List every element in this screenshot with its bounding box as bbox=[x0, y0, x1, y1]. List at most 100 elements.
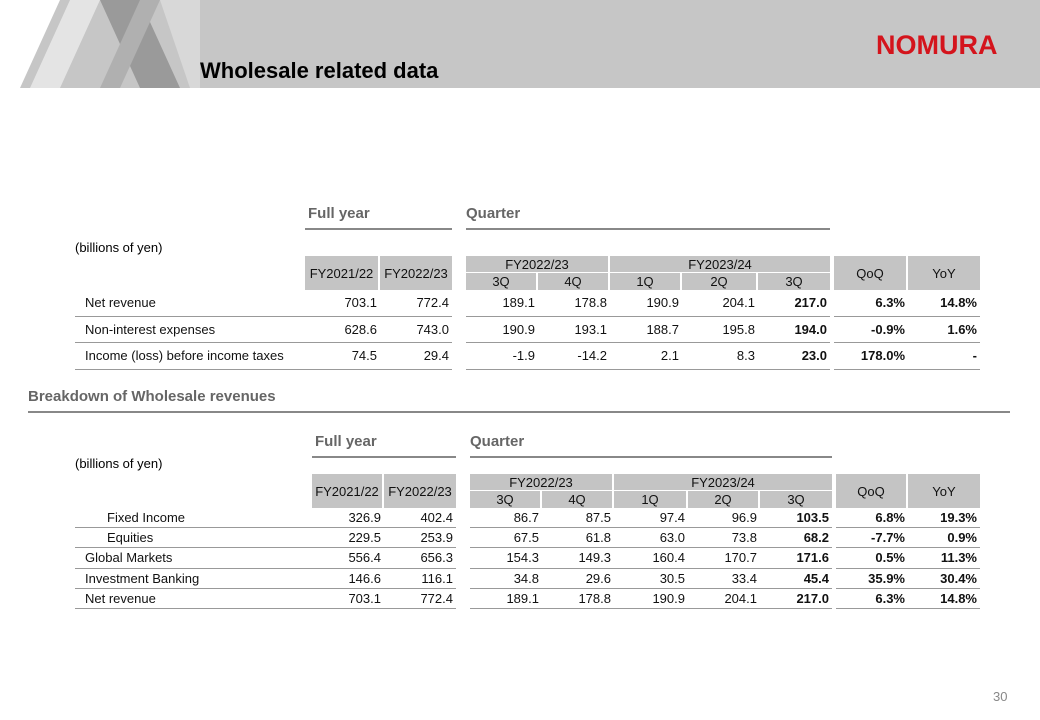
table-cell: 743.0 bbox=[380, 317, 452, 343]
table-cell: 33.4 bbox=[688, 569, 760, 589]
row-label: Net revenue bbox=[75, 589, 312, 609]
table-cell: 190.9 bbox=[614, 589, 688, 609]
table-cell: 628.6 bbox=[305, 317, 380, 343]
table-cell: 61.8 bbox=[542, 528, 614, 549]
row-label: Non-interest expenses bbox=[75, 317, 305, 343]
table-cell: -1.9 bbox=[466, 343, 538, 370]
group-header: FY2022/23 bbox=[470, 474, 612, 490]
section-title: Breakdown of Wholesale revenues bbox=[28, 388, 276, 405]
table-cell: 6.3% bbox=[836, 589, 908, 609]
table-cell: 0.5% bbox=[836, 548, 908, 569]
header-band bbox=[0, 0, 1040, 88]
table-cell: -7.7% bbox=[836, 528, 908, 549]
table-cell: 35.9% bbox=[836, 569, 908, 589]
table-cell: 178.8 bbox=[538, 290, 610, 317]
table-cell: 14.8% bbox=[908, 589, 980, 609]
table-cell: 556.4 bbox=[312, 548, 384, 569]
quarter-header: 3Q bbox=[466, 273, 536, 290]
quarter-header: 4Q bbox=[542, 491, 612, 508]
group-header: FY2023/24 bbox=[610, 256, 830, 272]
table-cell: 6.8% bbox=[836, 508, 908, 529]
heading-rule bbox=[305, 228, 452, 230]
header-cell: QoQ bbox=[836, 474, 906, 508]
row-label: Income (loss) before income taxes bbox=[75, 343, 305, 370]
table-cell: 204.1 bbox=[688, 589, 760, 609]
group-header: FY2023/24 bbox=[614, 474, 832, 490]
table-cell: 189.1 bbox=[466, 290, 538, 317]
table-cell: 171.6 bbox=[760, 548, 832, 569]
table-cell: 6.3% bbox=[834, 290, 908, 317]
title: Wholesale related data bbox=[200, 58, 439, 83]
table-cell: 1.6% bbox=[908, 317, 980, 343]
unit-label: (billions of yen) bbox=[75, 456, 163, 471]
group-header: FY2022/23 bbox=[466, 256, 608, 272]
table-cell: 703.1 bbox=[305, 290, 380, 317]
heading-rule bbox=[312, 456, 456, 458]
quarter-header: 2Q bbox=[682, 273, 756, 290]
table-cell: 68.2 bbox=[760, 528, 832, 549]
table-cell: 326.9 bbox=[312, 508, 384, 529]
page-number: 30 bbox=[993, 689, 1008, 704]
header-cell: YoY bbox=[908, 256, 980, 290]
table-cell: 160.4 bbox=[614, 548, 688, 569]
row-label: Net revenue bbox=[75, 290, 305, 317]
heading-rule bbox=[470, 456, 832, 458]
quarter-header: 1Q bbox=[610, 273, 680, 290]
table-cell: 23.0 bbox=[758, 343, 830, 370]
header-cell: FY2021/22 bbox=[305, 256, 378, 290]
table-cell: 253.9 bbox=[384, 528, 456, 549]
quarter-header: 1Q bbox=[614, 491, 686, 508]
quarter-label: Quarter bbox=[470, 433, 525, 450]
table-cell: 11.3% bbox=[908, 548, 980, 569]
full-year-label: Full year bbox=[308, 205, 370, 222]
table-cell: 34.8 bbox=[470, 569, 542, 589]
header-cell: FY2021/22 bbox=[312, 474, 382, 508]
table-cell: 103.5 bbox=[760, 508, 832, 529]
unit-label: (billions of yen) bbox=[75, 240, 163, 255]
quarter-header: 4Q bbox=[538, 273, 608, 290]
table-cell: 217.0 bbox=[758, 290, 830, 317]
quarter-header: 3Q bbox=[470, 491, 540, 508]
logo: NOMURA bbox=[876, 30, 998, 60]
table-cell: 190.9 bbox=[466, 317, 538, 343]
table-cell: 772.4 bbox=[384, 589, 456, 609]
table-cell: 0.9% bbox=[908, 528, 980, 549]
full-year-label: Full year bbox=[315, 433, 377, 450]
table-cell: 154.3 bbox=[470, 548, 542, 569]
table-cell: 116.1 bbox=[384, 569, 456, 589]
table-cell: 146.6 bbox=[312, 569, 384, 589]
header-cell: YoY bbox=[908, 474, 980, 508]
table-cell: 204.1 bbox=[682, 290, 758, 317]
table-cell: 86.7 bbox=[470, 508, 542, 529]
table-cell: 87.5 bbox=[542, 508, 614, 529]
table-cell: 193.1 bbox=[538, 317, 610, 343]
table-cell: 30.5 bbox=[614, 569, 688, 589]
header-cell: FY2022/23 bbox=[380, 256, 452, 290]
table-cell: 194.0 bbox=[758, 317, 830, 343]
table-cell: 178.8 bbox=[542, 589, 614, 609]
table-cell: 229.5 bbox=[312, 528, 384, 549]
table-cell: 74.5 bbox=[305, 343, 380, 370]
quarter-label: Quarter bbox=[466, 205, 521, 222]
table-cell: 29.4 bbox=[380, 343, 452, 370]
table-cell: 217.0 bbox=[760, 589, 832, 609]
table-cell: 19.3% bbox=[908, 508, 980, 529]
table-cell: 8.3 bbox=[682, 343, 758, 370]
table-cell: 73.8 bbox=[688, 528, 760, 549]
table-cell: 656.3 bbox=[384, 548, 456, 569]
row-label: Investment Banking bbox=[75, 569, 312, 589]
row-label: Global Markets bbox=[75, 548, 312, 569]
table-cell: -0.9% bbox=[834, 317, 908, 343]
header-cell: QoQ bbox=[834, 256, 906, 290]
table-cell: - bbox=[908, 343, 980, 370]
section-rule bbox=[28, 411, 1010, 413]
row-label: Fixed Income bbox=[75, 508, 312, 529]
table-cell: 2.1 bbox=[610, 343, 682, 370]
table-cell: 772.4 bbox=[380, 290, 452, 317]
table-cell: -14.2 bbox=[538, 343, 610, 370]
table-cell: 96.9 bbox=[688, 508, 760, 529]
quarter-header: 3Q bbox=[760, 491, 832, 508]
table-cell: 703.1 bbox=[312, 589, 384, 609]
table-cell: 178.0% bbox=[834, 343, 908, 370]
